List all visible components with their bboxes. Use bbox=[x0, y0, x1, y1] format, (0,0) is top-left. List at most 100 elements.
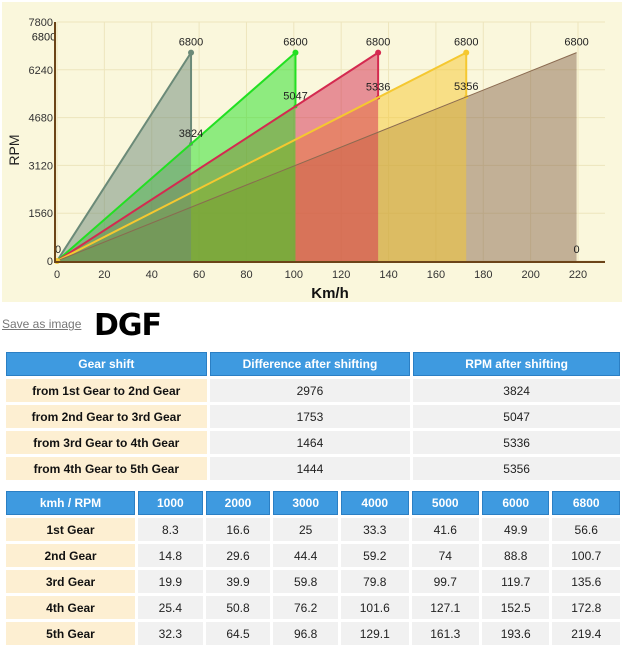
annotation-label: 6800 bbox=[283, 37, 307, 49]
table-row: 5th Gear 32.3 64.5 96.8 129.1 161.3 193.6 219.4 bbox=[6, 622, 620, 645]
annotation-label: 3824 bbox=[179, 128, 203, 140]
y-tick-label: 6240 bbox=[29, 65, 53, 77]
annotation-label: 6800 bbox=[366, 37, 390, 49]
cell-value: 3824 bbox=[413, 379, 620, 402]
cell-speed: 99.7 bbox=[411, 570, 479, 593]
x-axis-label: Km/h bbox=[311, 285, 349, 302]
save-as-image-link[interactable]: Save as image bbox=[2, 317, 82, 331]
cell-speed: 41.6 bbox=[411, 518, 479, 541]
annotation-label: 0 bbox=[574, 244, 580, 256]
cell-speed: 76.2 bbox=[273, 596, 339, 619]
cell-speed: 119.7 bbox=[481, 570, 550, 593]
cell-value: 1753 bbox=[209, 405, 411, 428]
table-row: 3rd Gear 19.9 39.9 59.8 79.8 99.7 119.7 135.6 bbox=[6, 570, 620, 593]
gear-shift-table: Gear shift Difference after shifting RPM… bbox=[3, 349, 623, 483]
x-tick-label: 20 bbox=[98, 269, 110, 281]
cell-speed: 29.6 bbox=[205, 544, 271, 567]
x-tick-label: 60 bbox=[193, 269, 205, 281]
column-header: 6000 bbox=[481, 491, 550, 515]
gear-2-line bbox=[56, 51, 297, 262]
cell-speed: 64.5 bbox=[205, 622, 271, 645]
cell-speed: 100.7 bbox=[552, 544, 620, 567]
annotation-label: 6800 bbox=[564, 37, 588, 49]
x-tick-label: 0 bbox=[54, 269, 60, 281]
y-tick-label: 4680 bbox=[29, 113, 53, 125]
y-tick-label: 7800 bbox=[29, 17, 53, 29]
cell-speed: 59.2 bbox=[341, 544, 409, 567]
gear-1-max-point bbox=[188, 49, 195, 56]
cell-speed: 33.3 bbox=[341, 518, 409, 541]
cell-speed: 88.8 bbox=[481, 544, 550, 567]
column-header: 4000 bbox=[341, 491, 409, 515]
cell-speed: 16.6 bbox=[205, 518, 271, 541]
x-tick-label: 200 bbox=[521, 269, 539, 281]
cell-speed: 50.8 bbox=[205, 596, 271, 619]
speed-table: kmh / RPM 1000 2000 3000 4000 5000 6000 6800 1s… bbox=[3, 488, 623, 648]
x-tick-label: 100 bbox=[285, 269, 303, 281]
column-header: 5000 bbox=[411, 491, 479, 515]
cell-value: 5336 bbox=[413, 431, 620, 454]
cell-gear: 5th Gear bbox=[6, 622, 135, 645]
table-row: from 3rd Gear to 4th Gear 1464 5336 bbox=[6, 431, 620, 454]
gear-4-line bbox=[56, 51, 467, 262]
column-header: 6800 bbox=[552, 491, 620, 515]
table-row: from 1st Gear to 2nd Gear 2976 3824 bbox=[6, 379, 620, 402]
gear-2-max-point bbox=[292, 49, 299, 56]
x-tick-label: 160 bbox=[427, 269, 445, 281]
gear-4-max-point bbox=[463, 49, 470, 56]
cell-value: 1464 bbox=[209, 431, 411, 454]
x-tick-label: 180 bbox=[474, 269, 492, 281]
table-row: from 4th Gear to 5th Gear 1444 5356 bbox=[6, 457, 620, 480]
cell-speed: 14.8 bbox=[138, 544, 203, 567]
cell-value: 5356 bbox=[413, 457, 620, 480]
cell-value: 1444 bbox=[209, 457, 411, 480]
cell-gear: 2nd Gear bbox=[6, 544, 135, 567]
cell-speed: 74 bbox=[411, 544, 479, 567]
header-gear-shift: Gear shift bbox=[6, 352, 207, 376]
cell-speed: 135.6 bbox=[552, 570, 620, 593]
cell-speed: 219.4 bbox=[552, 622, 620, 645]
cell-gear-shift: from 4th Gear to 5th Gear bbox=[6, 457, 207, 480]
cell-gear-shift: from 1st Gear to 2nd Gear bbox=[6, 379, 207, 402]
cell-speed: 172.8 bbox=[552, 596, 620, 619]
x-tick-label: 80 bbox=[240, 269, 252, 281]
annotation-label: 0 bbox=[55, 244, 61, 256]
column-header: 2000 bbox=[205, 491, 271, 515]
gear-5-line bbox=[56, 52, 577, 262]
y-tick-label: 1560 bbox=[29, 208, 53, 220]
x-tick-label: 120 bbox=[332, 269, 350, 281]
cell-gear: 3rd Gear bbox=[6, 570, 135, 593]
column-header: kmh / RPM bbox=[6, 491, 135, 515]
cell-speed: 96.8 bbox=[273, 622, 339, 645]
x-tick-label: 140 bbox=[379, 269, 397, 281]
cell-gear: 1st Gear bbox=[6, 518, 135, 541]
cell-speed: 79.8 bbox=[341, 570, 409, 593]
column-header: 3000 bbox=[273, 491, 339, 515]
cell-value: 5047 bbox=[413, 405, 620, 428]
gear-3-max-point bbox=[375, 49, 382, 56]
annotation-label: 6800 bbox=[32, 32, 56, 44]
header-rpm-after: RPM after shifting bbox=[413, 352, 620, 376]
annotation-label: 5047 bbox=[283, 90, 307, 102]
cell-gear-shift: from 2nd Gear to 3rd Gear bbox=[6, 405, 207, 428]
table-row: 1st Gear 8.3 16.6 25 33.3 41.6 49.9 56.6 bbox=[6, 518, 620, 541]
table-row: 2nd Gear 14.8 29.6 44.4 59.2 74 88.8 100.7 bbox=[6, 544, 620, 567]
rpm-chart: 0 20 40 60 80 100 120 140 160 180 200 220 0 1560 3120 4… bbox=[2, 2, 622, 302]
table-row: 4th Gear 25.4 50.8 76.2 101.6 127.1 152.5 172.8 bbox=[6, 596, 620, 619]
gear-3-line bbox=[56, 51, 379, 262]
cell-speed: 49.9 bbox=[481, 518, 550, 541]
column-header: 1000 bbox=[138, 491, 203, 515]
cell-speed: 8.3 bbox=[138, 518, 203, 541]
cell-speed: 32.3 bbox=[138, 622, 203, 645]
y-tick-label: 0 bbox=[47, 256, 53, 268]
cell-speed: 56.6 bbox=[552, 518, 620, 541]
gear-1-line bbox=[56, 52, 192, 262]
cell-speed: 127.1 bbox=[411, 596, 479, 619]
page-title: DGF bbox=[94, 308, 162, 343]
cell-gear: 4th Gear bbox=[6, 596, 135, 619]
cell-speed: 44.4 bbox=[273, 544, 339, 567]
cell-speed: 19.9 bbox=[138, 570, 203, 593]
cell-speed: 152.5 bbox=[481, 596, 550, 619]
cell-gear-shift: from 3rd Gear to 4th Gear bbox=[6, 431, 207, 454]
annotation-label: 6800 bbox=[179, 37, 203, 49]
